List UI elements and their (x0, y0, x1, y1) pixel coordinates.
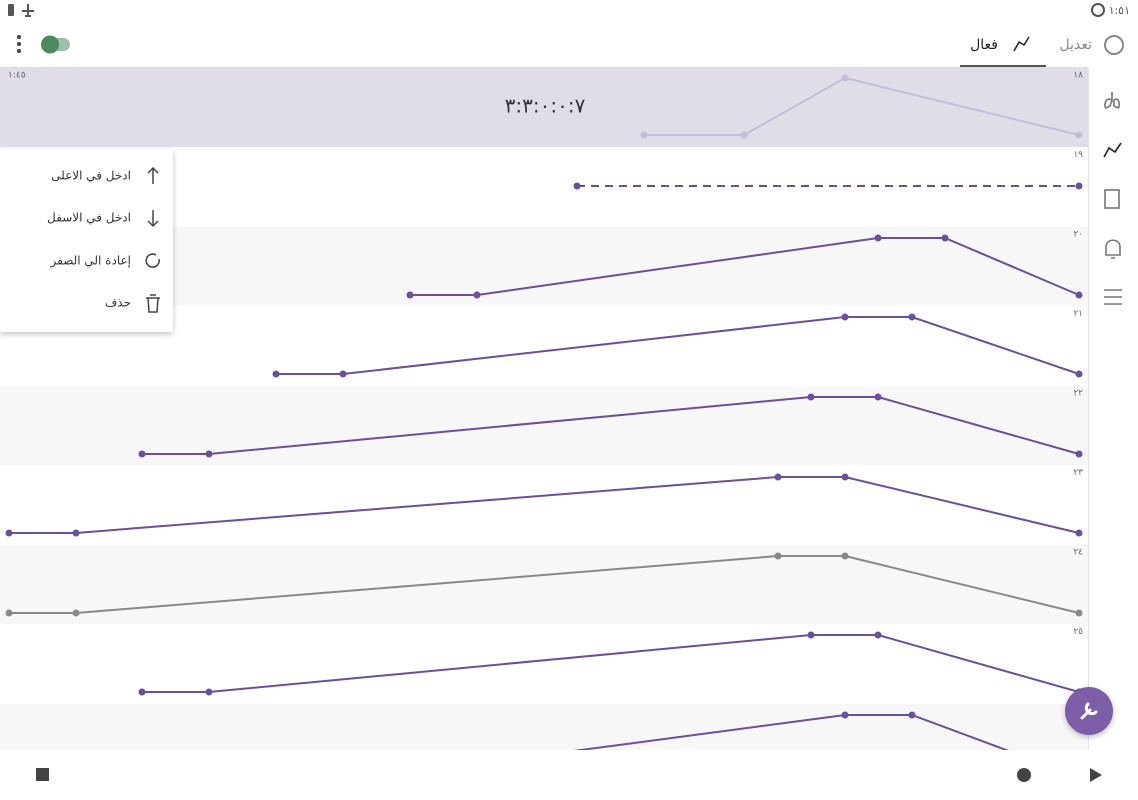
rail-settings[interactable] (1104, 289, 1122, 305)
row-point (1057, 767, 1064, 774)
record-button[interactable] (1017, 768, 1031, 782)
fab[interactable] (1065, 687, 1113, 735)
row-point (72, 529, 80, 537)
row-point (908, 711, 916, 719)
row-point (640, 131, 648, 139)
header-left-label: ١:٤٥ (8, 71, 26, 81)
row-line (573, 714, 1010, 750)
row-number: ٢٥ (1073, 627, 1083, 637)
row-point (1075, 370, 1083, 378)
divider (0, 67, 1088, 68)
row-point (406, 291, 414, 299)
row-point (573, 182, 581, 190)
menu-item[interactable]: إعادة الي الصفر (50, 253, 160, 269)
rail-graph[interactable] (1103, 142, 1122, 158)
row-point (941, 234, 949, 242)
rail-lungs[interactable] (1104, 92, 1120, 109)
tab-icon (1013, 36, 1030, 52)
row-backgrounds (0, 68, 1088, 750)
row-point (908, 313, 916, 321)
row-line (644, 76, 1080, 136)
row-point (874, 234, 882, 242)
row-number: ١٨ (1073, 71, 1083, 81)
row-point (138, 688, 146, 696)
toggle-switch[interactable] (41, 35, 70, 54)
menu-label: ادخل في الاسفل (47, 211, 131, 225)
row-point (807, 631, 815, 639)
row-point (807, 393, 815, 401)
row-point (841, 473, 849, 481)
row-point (5, 609, 13, 617)
rail-divider (1088, 68, 1089, 750)
menu-button[interactable] (17, 35, 21, 53)
row-point (272, 370, 280, 378)
rail-notes[interactable] (1104, 189, 1120, 209)
row-point (740, 131, 748, 139)
row-point (473, 291, 481, 299)
row-point (841, 313, 849, 321)
row-point (841, 74, 849, 82)
airplane-icon (22, 4, 34, 17)
row-point (339, 370, 347, 378)
stop-button[interactable] (36, 768, 49, 781)
tab-active[interactable]: فعال (960, 36, 1046, 67)
row-point (774, 552, 782, 560)
row-line (9, 476, 1080, 534)
row-number: ٢٤ (1073, 548, 1083, 558)
row-point (1075, 291, 1083, 299)
row-point (874, 393, 882, 401)
menu-item[interactable]: ادخل في الاسفل (47, 210, 159, 228)
row-line (142, 634, 1080, 693)
rail-bell[interactable] (1105, 239, 1121, 259)
row-point (874, 631, 882, 639)
row-point (205, 450, 213, 458)
battery-icon (8, 4, 14, 16)
tab-label: تعديل (1060, 37, 1093, 53)
row-labels: ١٨ ١٩ ٢٠ ٢١ ٢٢ ٢٣ ٢٤ ٢٥ (1073, 71, 1083, 638)
row-point (1075, 450, 1083, 458)
tab-icon (1104, 35, 1124, 55)
menu-item[interactable]: حذف (105, 294, 160, 313)
play-button[interactable] (1090, 768, 1102, 782)
row-number: ٢٠ (1073, 230, 1083, 240)
timer: ٣:٣:٠:٠:٧ (505, 94, 586, 118)
row-number: ٢١ (1073, 309, 1083, 319)
menu-label: إعادة الي الصفر (50, 254, 132, 269)
row-point (841, 552, 849, 560)
tab-label: فعال (970, 37, 998, 53)
row-point (138, 450, 146, 458)
row-point (72, 609, 80, 617)
status-icon (1091, 3, 1105, 17)
row-point (205, 688, 213, 696)
row-point (841, 711, 849, 719)
row-line (276, 316, 1080, 375)
row-point (5, 529, 13, 537)
row-lines (5, 74, 1083, 774)
row-point (774, 473, 782, 481)
menu-item[interactable]: ادخل في الاعلى (51, 166, 159, 184)
row-point (427, 767, 434, 774)
status-time: ١:٥١ (1109, 4, 1130, 17)
row-number: ٢٢ (1073, 389, 1083, 399)
row-number: ١٩ (1073, 150, 1083, 160)
row-point (1075, 529, 1083, 537)
row-point (1075, 609, 1083, 617)
context-menu: ادخل في الاعلى ادخل في الاسفل إعادة الي … (0, 149, 173, 332)
tab-edit[interactable]: تعديل (1060, 35, 1124, 55)
menu-label: ادخل في الاعلى (51, 169, 131, 183)
row-point (1075, 131, 1083, 139)
row-number: ٢٣ (1073, 468, 1083, 478)
tab-indicator (960, 65, 1046, 67)
row-point (1075, 182, 1083, 190)
menu-label: حذف (105, 296, 131, 310)
